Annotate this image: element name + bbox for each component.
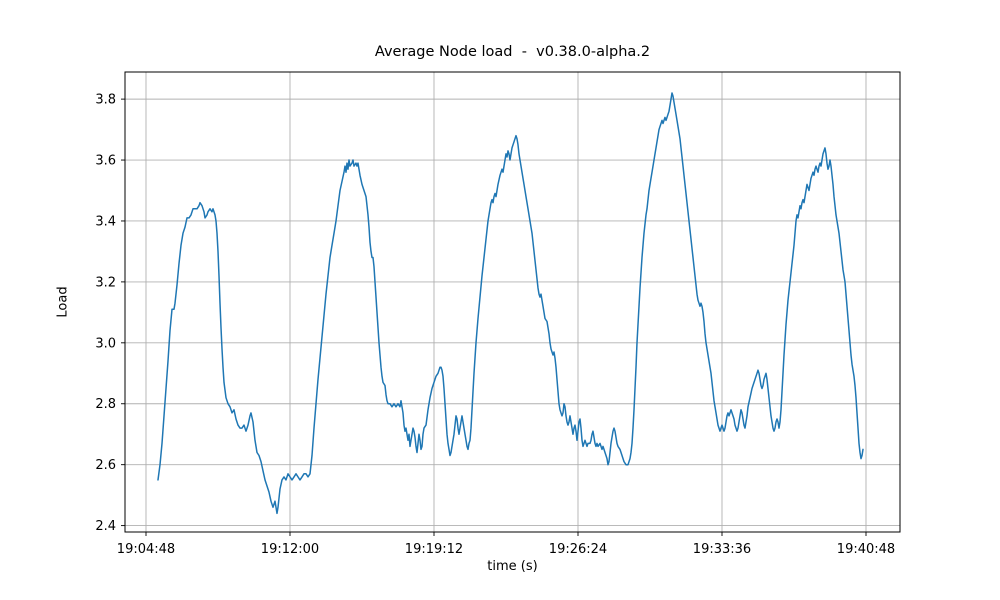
y-tick-label: 3.4 bbox=[95, 214, 116, 229]
y-tick-label: 3.2 bbox=[95, 275, 116, 290]
chart-title: Average Node load - v0.38.0-alpha.2 bbox=[374, 44, 651, 60]
x-tick-label: 19:19:12 bbox=[405, 542, 463, 557]
y-tick-label: 2.8 bbox=[95, 397, 116, 412]
x-tick-label: 19:04:48 bbox=[117, 542, 175, 557]
load-line bbox=[157, 92, 864, 515]
axes-frame bbox=[124, 71, 901, 533]
x-tick-label: 19:26:24 bbox=[549, 542, 607, 557]
y-tick-label: 2.6 bbox=[95, 458, 116, 473]
y-tick-label: 3.0 bbox=[95, 336, 116, 351]
x-axis-label: time (s) bbox=[487, 559, 538, 574]
y-tick-label: 3.8 bbox=[95, 93, 116, 108]
x-tick-label: 19:40:48 bbox=[837, 542, 895, 557]
y-tick-label: 3.6 bbox=[95, 154, 116, 169]
y-tick-label: 2.4 bbox=[95, 519, 116, 534]
x-tick-label: 19:33:36 bbox=[693, 542, 751, 557]
x-tick-label: 19:12:00 bbox=[261, 542, 319, 557]
